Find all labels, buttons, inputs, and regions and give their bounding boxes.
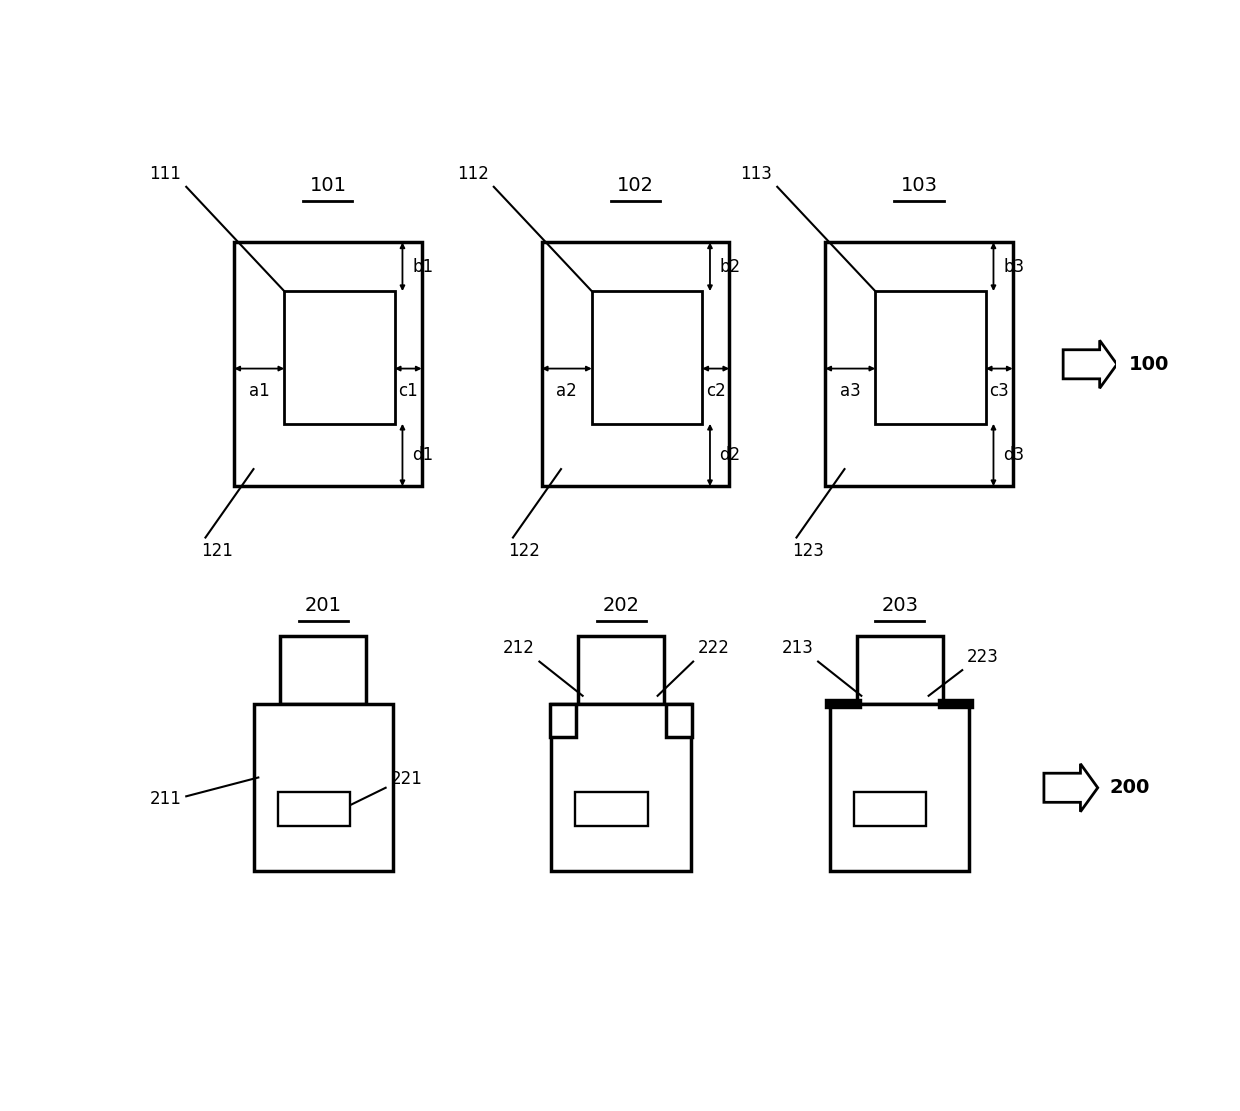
Text: e1: e1 <box>300 799 317 813</box>
Text: 212: 212 <box>502 639 534 658</box>
Bar <box>552 704 691 871</box>
Polygon shape <box>1063 340 1117 388</box>
Text: 202: 202 <box>603 595 640 614</box>
Text: b1: b1 <box>412 258 433 276</box>
Bar <box>578 635 665 704</box>
Text: c1: c1 <box>398 382 418 400</box>
Text: 121: 121 <box>201 542 233 560</box>
Text: 223: 223 <box>967 648 999 665</box>
Text: 113: 113 <box>740 164 773 182</box>
Bar <box>854 792 926 827</box>
Text: 213: 213 <box>781 639 813 658</box>
Text: 122: 122 <box>508 542 541 560</box>
Text: a2: a2 <box>557 382 577 400</box>
Bar <box>284 291 394 423</box>
Bar <box>666 704 692 737</box>
Text: 111: 111 <box>150 164 181 182</box>
Text: c3: c3 <box>990 382 1009 400</box>
Text: 103: 103 <box>900 177 937 196</box>
Text: e2: e2 <box>598 799 615 813</box>
Bar <box>234 242 422 487</box>
Bar <box>857 635 942 704</box>
Text: 211: 211 <box>150 790 181 808</box>
Text: 112: 112 <box>458 164 489 182</box>
Bar <box>830 704 970 871</box>
Text: 221: 221 <box>391 770 423 788</box>
Bar <box>575 792 647 827</box>
Text: 102: 102 <box>618 177 653 196</box>
Text: 222: 222 <box>698 639 730 658</box>
Bar <box>253 704 393 871</box>
Bar <box>591 291 702 423</box>
Text: 201: 201 <box>305 595 342 614</box>
Polygon shape <box>1044 763 1097 812</box>
Text: 101: 101 <box>310 177 346 196</box>
Text: b2: b2 <box>719 258 740 276</box>
Bar <box>551 704 577 737</box>
Text: b3: b3 <box>1003 258 1024 276</box>
Bar <box>278 792 350 827</box>
Text: a1: a1 <box>249 382 269 400</box>
Bar <box>280 635 367 704</box>
Text: 123: 123 <box>791 542 823 560</box>
Text: c2: c2 <box>706 382 725 400</box>
Bar <box>826 242 1013 487</box>
Text: d1: d1 <box>412 446 433 464</box>
Text: a3: a3 <box>839 382 861 400</box>
Text: e3: e3 <box>877 799 894 813</box>
Text: d3: d3 <box>1003 446 1024 464</box>
Text: 203: 203 <box>882 595 919 614</box>
Text: 200: 200 <box>1110 778 1149 798</box>
Text: d2: d2 <box>719 446 740 464</box>
Text: 100: 100 <box>1128 354 1169 373</box>
Bar <box>875 291 986 423</box>
Bar <box>542 242 729 487</box>
